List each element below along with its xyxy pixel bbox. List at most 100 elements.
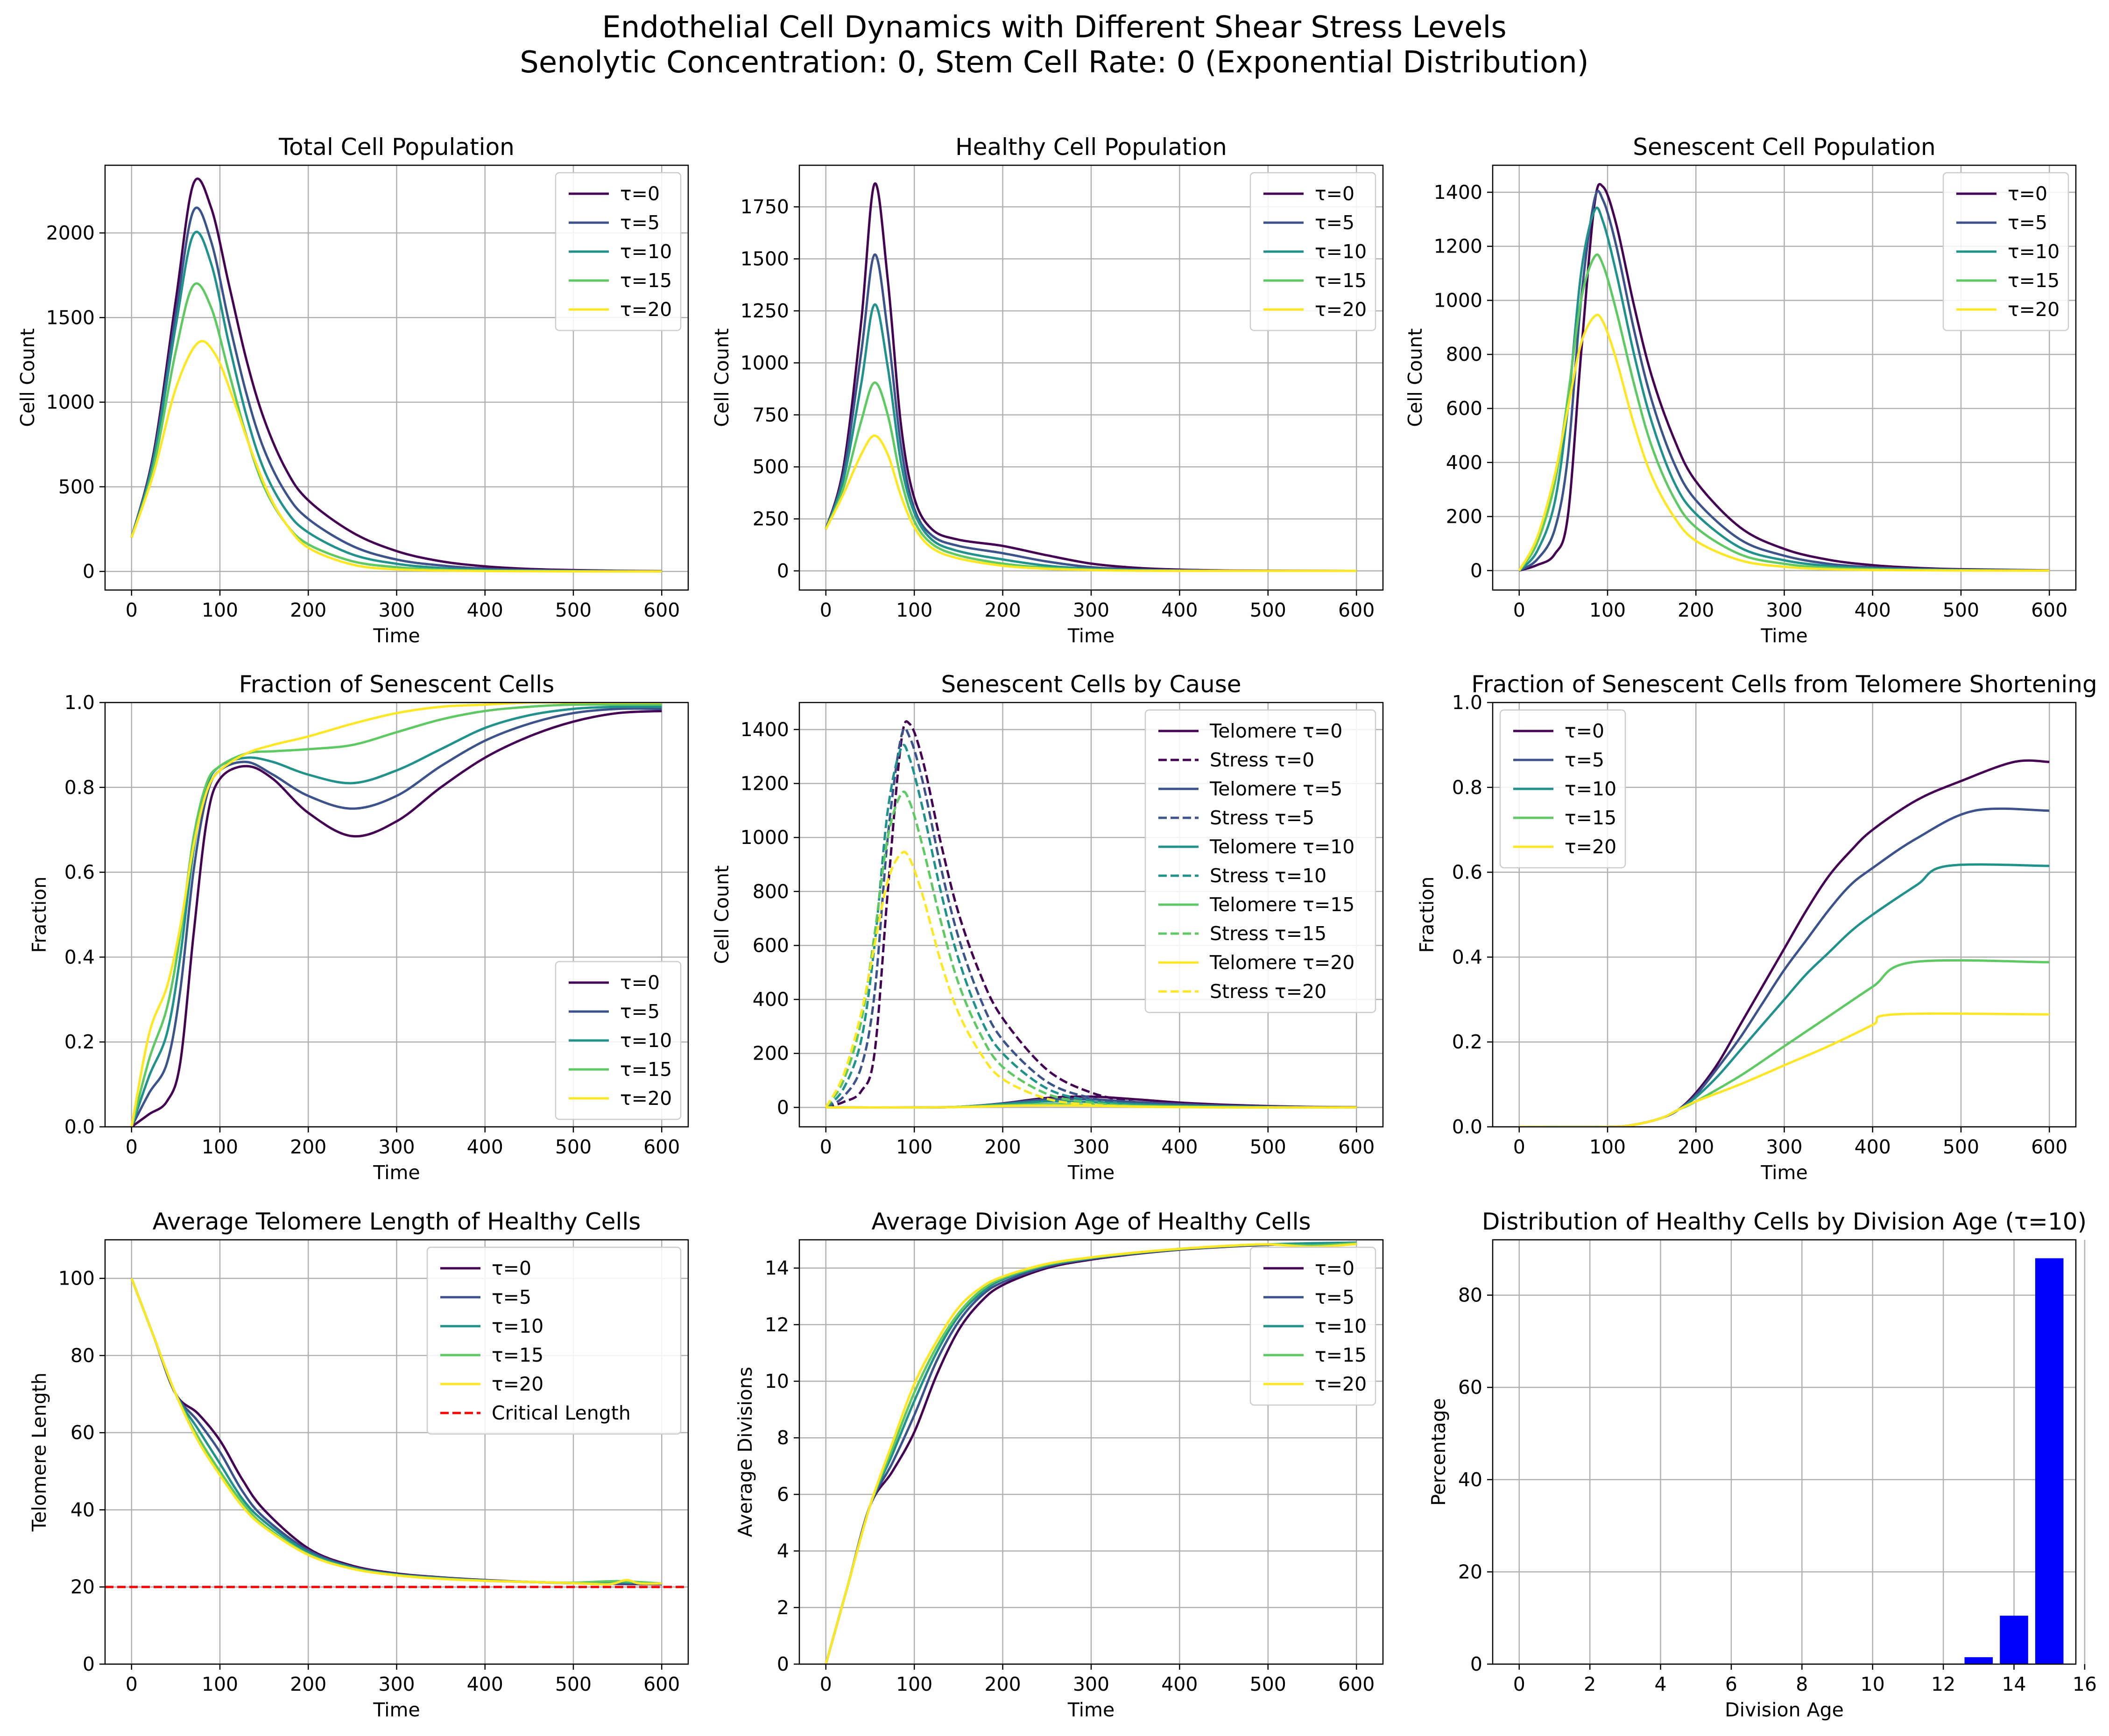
y-tick-label: 20 bbox=[1458, 1560, 1482, 1583]
y-tick-label: 0 bbox=[83, 560, 95, 583]
subplot-1: 0 100 200 300 400 500 600 0 500 1000 1500 2000 Total… bbox=[16, 134, 689, 647]
x-tick-label: 400 bbox=[1161, 1673, 1198, 1695]
x-tick-label: 500 bbox=[555, 1673, 592, 1695]
legend-entry: τ=5 bbox=[2008, 211, 2047, 234]
y-tick-label: 0.2 bbox=[1452, 1031, 1482, 1053]
y-axis-label: Cell Count bbox=[711, 328, 733, 427]
legend: τ=0 τ=5 τ=10 τ=15 τ=20 bbox=[555, 172, 682, 331]
plot-data bbox=[130, 703, 662, 1127]
y-tick-label: 0.6 bbox=[1452, 861, 1482, 884]
legend-entry: τ=0 bbox=[620, 971, 660, 994]
y-tick-label: 1400 bbox=[1434, 181, 1482, 204]
series-line-1 bbox=[130, 177, 662, 572]
figure-title-line1: Endothelial Cell Dynamics with Different… bbox=[602, 10, 1506, 45]
y-tick-label: 0.8 bbox=[64, 776, 95, 799]
x-tick-label: 200 bbox=[984, 1673, 1021, 1695]
plot-data bbox=[105, 1278, 688, 1588]
legend-entry: Telomere τ=20 bbox=[1209, 951, 1354, 974]
y-tick-label: 1750 bbox=[741, 196, 789, 218]
x-tick-label: 0 bbox=[1513, 1673, 1525, 1695]
x-tick-label: 14 bbox=[2002, 1673, 2026, 1695]
y-axis-label: Fraction bbox=[28, 877, 50, 953]
y-tick-label: 0.4 bbox=[64, 946, 95, 968]
x-tick-label: 600 bbox=[2031, 599, 2067, 621]
y-axis-label: Cell Count bbox=[711, 865, 733, 964]
figure-title-line2: Senolytic Concentration: 0, Stem Cell Ra… bbox=[520, 45, 1588, 80]
x-axis-label: Time bbox=[1760, 625, 1807, 647]
x-tick-label: 400 bbox=[467, 1673, 503, 1695]
y-tick-label: 0 bbox=[83, 1653, 95, 1675]
x-tick-label: 300 bbox=[1766, 599, 1802, 621]
y-tick-label: 0 bbox=[1470, 1653, 1482, 1675]
legend-entry: τ=10 bbox=[2008, 240, 2060, 263]
x-tick-label: 600 bbox=[1338, 599, 1375, 621]
legend-entry: τ=0 bbox=[492, 1257, 531, 1279]
subplot-6: 0 100 200 300 400 500 6000.00.20.40.60.81.0Fra… bbox=[1416, 671, 2097, 1184]
legend: τ=0 τ=5 τ=10 τ=15 τ=20 bbox=[1499, 709, 1626, 869]
series-line-1 bbox=[131, 710, 662, 1127]
y-tick-label: 200 bbox=[753, 1042, 789, 1065]
y-axis-label: Cell Count bbox=[16, 328, 39, 427]
plot-data bbox=[825, 720, 1357, 1109]
legend-entry: τ=20 bbox=[492, 1373, 543, 1395]
y-tick-label: 750 bbox=[753, 404, 789, 426]
x-tick-label: 500 bbox=[555, 1136, 592, 1158]
x-tick-label: 200 bbox=[984, 599, 1021, 621]
y-tick-label: 500 bbox=[753, 456, 789, 478]
x-tick-label: 600 bbox=[643, 599, 680, 621]
series-line-5 bbox=[1518, 313, 2050, 572]
x-tick-label: 0 bbox=[820, 599, 832, 621]
legend-entry: τ=15 bbox=[1315, 1344, 1367, 1366]
y-tick-label: 12 bbox=[765, 1314, 789, 1336]
legend: τ=0 τ=5 τ=10 τ=15 τ=20 bbox=[1942, 172, 2069, 331]
series-line-5 bbox=[1519, 1012, 2050, 1127]
y-tick-label: 250 bbox=[753, 508, 789, 530]
x-tick-label: 100 bbox=[202, 1136, 238, 1158]
y-tick-label: 400 bbox=[753, 988, 789, 1011]
legend-entry: τ=10 bbox=[1315, 1315, 1367, 1337]
legend-entry: Stress τ=0 bbox=[1210, 749, 1314, 771]
legend-entry: τ=15 bbox=[620, 1058, 672, 1081]
y-tick-label: 1250 bbox=[741, 300, 789, 322]
legend-entry: τ=20 bbox=[2008, 298, 2060, 321]
subplot-9: 0 2 4 6 8 10 12 14 16 0 20 40 60 80 Distribution of He… bbox=[1427, 1208, 2097, 1721]
legend-entry: τ=20 bbox=[620, 298, 672, 321]
x-tick-label: 500 bbox=[1250, 1136, 1286, 1158]
y-tick-label: 0.4 bbox=[1452, 946, 1482, 968]
plot-data bbox=[1964, 1258, 2064, 1664]
legend-box bbox=[1144, 709, 1376, 1013]
legend-entry: τ=20 bbox=[1315, 1373, 1367, 1395]
legend-entry: Stress τ=20 bbox=[1210, 980, 1326, 1003]
x-tick-label: 500 bbox=[1943, 1136, 1979, 1158]
legend-box bbox=[1942, 172, 2069, 331]
x-axis-label: Time bbox=[373, 1699, 420, 1721]
y-tick-label: 6 bbox=[777, 1483, 789, 1505]
plot-data bbox=[1519, 759, 2050, 1127]
x-tick-label: 600 bbox=[1338, 1673, 1375, 1695]
y-tick-label: 40 bbox=[71, 1498, 95, 1521]
y-tick-label: 0 bbox=[777, 1096, 789, 1118]
x-tick-label: 10 bbox=[1861, 1673, 1885, 1695]
x-tick-label: 0 bbox=[1513, 1136, 1525, 1158]
subplot-title: Average Division Age of Healthy Cells bbox=[871, 1208, 1311, 1235]
y-tick-label: 0.6 bbox=[64, 861, 95, 884]
series-line-2 bbox=[130, 707, 662, 1127]
x-tick-label: 0 bbox=[126, 599, 138, 621]
y-tick-label: 0 bbox=[777, 1653, 789, 1675]
subplot-5: 0 100 200 300 400 500 600 0 200 400 600 800 1000 1200… bbox=[711, 671, 1384, 1184]
y-tick-label: 2000 bbox=[46, 222, 95, 244]
legend-box bbox=[1249, 172, 1376, 331]
y-tick-label: 10 bbox=[765, 1370, 789, 1392]
legend-entry: τ=15 bbox=[2008, 269, 2060, 292]
x-tick-label: 100 bbox=[1589, 1136, 1626, 1158]
y-tick-label: 0 bbox=[1470, 559, 1482, 582]
x-tick-label: 500 bbox=[1943, 599, 1979, 621]
series-line-10 bbox=[825, 850, 1357, 1109]
x-tick-label: 600 bbox=[2031, 1136, 2067, 1158]
legend-entry: τ=10 bbox=[620, 1029, 672, 1052]
legend-entry: Telomere τ=5 bbox=[1209, 778, 1342, 800]
x-axis-label: Time bbox=[373, 1161, 420, 1184]
x-tick-label: 300 bbox=[378, 1136, 415, 1158]
legend-box bbox=[1499, 709, 1626, 869]
legend-entry: τ=20 bbox=[1565, 836, 1616, 858]
